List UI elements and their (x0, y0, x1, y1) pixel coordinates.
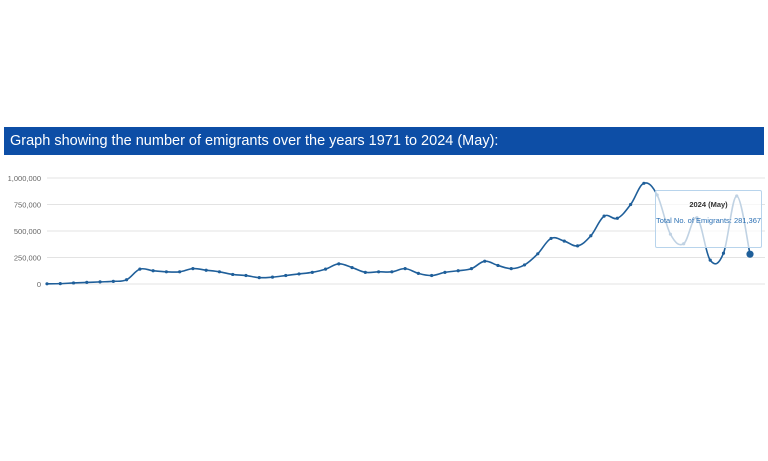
data-point[interactable] (151, 269, 155, 273)
data-point[interactable] (483, 259, 487, 263)
data-point[interactable] (443, 270, 447, 274)
data-point[interactable] (562, 239, 566, 243)
series-line (46, 182, 751, 285)
data-point[interactable] (164, 270, 168, 274)
data-point[interactable] (403, 267, 407, 271)
data-point[interactable] (642, 181, 646, 185)
data-tooltip: 2024 (May) Total No. of Emigrants: 281,3… (655, 190, 762, 248)
chart-title-banner: Graph showing the number of emigrants ov… (4, 127, 764, 155)
data-point[interactable] (536, 252, 540, 256)
y-tick-label: 250,000 (14, 254, 41, 263)
data-point[interactable] (138, 267, 142, 271)
data-point[interactable] (231, 272, 235, 277)
data-point[interactable] (270, 275, 275, 279)
data-point[interactable] (615, 216, 619, 220)
data-point[interactable] (85, 280, 89, 285)
grid-lines (47, 177, 765, 285)
data-point[interactable] (297, 272, 301, 276)
y-tick-label: 500,000 (14, 227, 41, 236)
data-point[interactable] (390, 270, 394, 274)
data-point[interactable] (284, 273, 288, 278)
tooltip-year: 2024 (May) (689, 200, 728, 209)
data-point[interactable] (217, 270, 222, 274)
data-point[interactable] (124, 278, 129, 282)
data-point[interactable] (310, 270, 314, 274)
data-point[interactable] (337, 262, 341, 266)
data-point[interactable] (257, 276, 261, 280)
data-point[interactable] (71, 281, 76, 285)
data-point[interactable] (111, 279, 115, 283)
data-point[interactable] (575, 244, 580, 248)
data-point[interactable] (469, 267, 474, 271)
tooltip-value: Total No. of Emigrants: 281,367 (656, 216, 762, 225)
data-point[interactable] (549, 236, 553, 241)
data-point[interactable] (496, 263, 500, 268)
data-point[interactable] (629, 202, 633, 207)
data-point[interactable] (509, 267, 513, 271)
data-point[interactable] (721, 251, 726, 255)
data-point[interactable] (244, 273, 248, 278)
data-point[interactable] (58, 282, 62, 286)
y-tick-label: 750,000 (14, 201, 41, 210)
data-point[interactable] (204, 268, 208, 272)
data-point[interactable] (416, 271, 420, 275)
data-point[interactable] (430, 273, 434, 278)
data-point[interactable] (746, 250, 754, 258)
y-axis-ticks: 0 250,000 500,000 750,000 1,000,000 (8, 174, 41, 289)
data-point[interactable] (191, 267, 195, 271)
data-point[interactable] (522, 263, 527, 267)
data-points (45, 181, 754, 286)
data-point[interactable] (98, 280, 102, 284)
data-point[interactable] (708, 258, 712, 262)
data-point[interactable] (589, 234, 593, 238)
data-point[interactable] (178, 270, 182, 274)
data-point[interactable] (456, 269, 460, 273)
data-point[interactable] (363, 270, 367, 274)
data-point[interactable] (323, 267, 328, 271)
data-point[interactable] (350, 265, 354, 270)
y-tick-label: 0 (37, 280, 41, 289)
data-point[interactable] (602, 214, 606, 218)
data-point[interactable] (45, 282, 49, 286)
data-point[interactable] (377, 270, 381, 274)
y-tick-label: 1,000,000 (8, 174, 41, 183)
